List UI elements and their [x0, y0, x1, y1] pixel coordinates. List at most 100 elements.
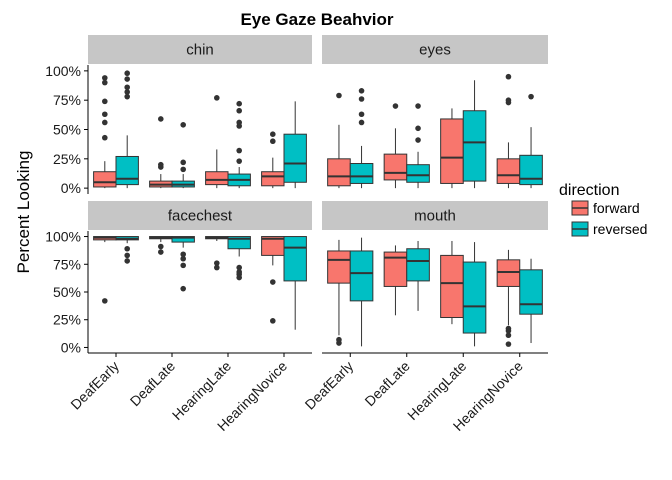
strip-label: eyes	[419, 42, 451, 59]
box-HearingLate-reversed	[462, 80, 487, 189]
box-HearingLate-forward	[205, 95, 229, 189]
outlier-point	[270, 318, 276, 324]
outlier-point	[124, 84, 130, 91]
box-DeafEarly-forward	[327, 239, 351, 346]
box-HearingLate-reversed	[462, 242, 487, 347]
outlier-point	[102, 98, 108, 105]
outlier-point	[158, 161, 164, 168]
outlier-point	[180, 122, 186, 128]
box-DeafEarly-reversed	[115, 70, 139, 189]
outlier-point	[158, 249, 164, 255]
outlier-point	[180, 285, 186, 292]
outlier-point	[505, 73, 512, 80]
box-DeafEarly-forward	[327, 92, 351, 189]
outlier-point	[102, 298, 108, 304]
outlier-point	[336, 336, 342, 343]
box-HearingNovice-forward	[261, 131, 285, 189]
box-iqr	[496, 158, 521, 184]
outlier-point	[270, 279, 276, 285]
outlier-point	[336, 92, 342, 99]
outlier-point	[236, 100, 242, 107]
outlier-point	[180, 255, 186, 262]
outlier-point	[102, 111, 108, 118]
outlier-point	[124, 245, 130, 252]
box-iqr	[115, 155, 139, 186]
y-tick-label: 50%	[53, 122, 81, 138]
outlier-point	[180, 159, 186, 166]
legend-entry-forward: forward	[571, 200, 640, 216]
outlier-point	[124, 70, 130, 77]
outlier-point	[270, 138, 276, 145]
outlier-point	[528, 93, 534, 100]
outlier-point	[358, 88, 365, 94]
x-tick-label: DeafLate	[127, 358, 179, 410]
x-tick-label: DeafLate	[361, 358, 413, 410]
outlier-point	[102, 75, 108, 81]
box-iqr	[261, 171, 285, 187]
panel-eyes: eyes	[322, 35, 548, 189]
box-iqr	[171, 236, 195, 243]
box-iqr	[283, 236, 307, 282]
y-tick-label: 25%	[53, 312, 81, 328]
outlier-point	[236, 147, 242, 154]
box-DeafLate-reversed	[406, 240, 430, 311]
strip-label: mouth	[414, 208, 456, 225]
legend: direction forward reversed	[559, 182, 647, 237]
outlier-point	[505, 332, 512, 339]
outlier-point	[358, 96, 365, 102]
panel-chin: chin 0% 25% 50% 75% 100%	[45, 35, 312, 196]
y-tick-label: 100%	[45, 63, 81, 79]
panel-facechest: facechest 0% 25% 50% 75% 100% DeafEarly DeafLat…	[45, 201, 312, 434]
outlier-point	[102, 79, 108, 86]
y-tick-label: 0%	[61, 180, 81, 196]
box-iqr	[205, 171, 229, 186]
box-HearingLate-forward	[440, 240, 464, 325]
strip-background	[88, 201, 312, 230]
outlier-point	[415, 137, 421, 143]
outlier-point	[415, 103, 421, 109]
box-HearingNovice-reversed	[283, 101, 307, 189]
outlier-point	[358, 111, 365, 118]
outlier-point	[124, 258, 130, 264]
box-DeafEarly-reversed	[349, 237, 374, 347]
box-iqr	[327, 158, 351, 187]
outlier-point	[236, 107, 242, 114]
box-iqr	[519, 269, 543, 315]
outlier-point	[102, 119, 108, 126]
box-HearingNovice-forward	[261, 236, 285, 324]
box-DeafLate-reversed	[406, 103, 430, 189]
outlier-point	[124, 76, 130, 82]
box-HearingNovice-reversed	[283, 236, 307, 330]
box-iqr	[93, 171, 117, 188]
box-DeafLate-forward	[383, 245, 408, 316]
box-iqr	[283, 133, 307, 183]
box-DeafEarly-reversed	[349, 88, 374, 189]
box-HearingLate-forward	[205, 236, 229, 271]
strip-background	[88, 35, 312, 64]
y-tick-label: 50%	[53, 284, 81, 300]
y-tick-label: 75%	[53, 92, 81, 108]
strip-label: chin	[186, 42, 214, 59]
box-DeafEarly-forward	[93, 75, 117, 189]
y-axis-title: Percent Looking	[14, 151, 33, 274]
box-DeafEarly-reversed	[115, 236, 139, 264]
box-iqr	[440, 254, 464, 319]
x-tick-label: DeafEarly	[302, 358, 357, 413]
box-iqr	[349, 250, 374, 302]
legend-entry-reversed: reversed	[571, 221, 647, 237]
outlier-point	[214, 260, 220, 266]
y-tick-label: 75%	[53, 256, 81, 272]
box-iqr	[406, 248, 430, 282]
outlier-point	[102, 134, 108, 141]
outlier-point	[415, 125, 421, 132]
box-DeafLate-forward	[383, 103, 408, 189]
strip-background	[322, 201, 548, 230]
box-iqr	[327, 250, 351, 284]
outlier-point	[392, 103, 399, 109]
outlier-point	[270, 131, 276, 137]
box-iqr	[349, 163, 374, 184]
outlier-point	[158, 116, 164, 122]
outlier-point	[236, 158, 242, 164]
